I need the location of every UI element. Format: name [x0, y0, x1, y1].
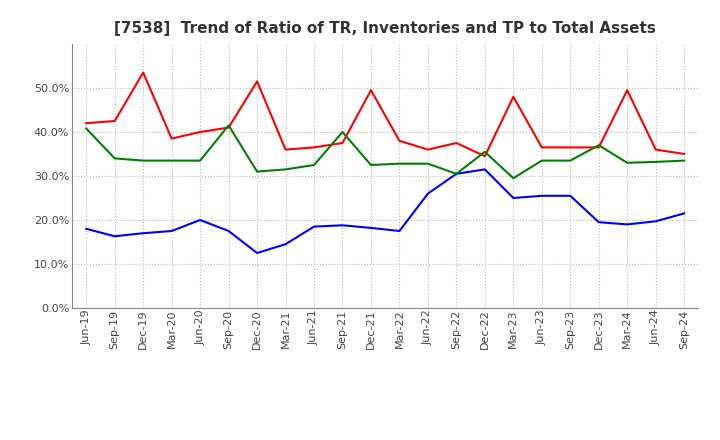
Inventories — [480, 167, 489, 172]
Inventories — [253, 250, 261, 256]
Trade Receivables — [452, 140, 461, 146]
Trade Payables — [509, 176, 518, 181]
Inventories — [537, 193, 546, 198]
Inventories — [139, 231, 148, 236]
Trade Payables — [82, 126, 91, 131]
Trade Payables — [680, 158, 688, 163]
Trade Payables — [139, 158, 148, 163]
Inventories — [196, 217, 204, 223]
Inventories — [225, 228, 233, 234]
Trade Receivables — [652, 147, 660, 152]
Inventories — [310, 224, 318, 229]
Trade Payables — [595, 143, 603, 148]
Trade Payables — [366, 162, 375, 168]
Trade Payables — [395, 161, 404, 166]
Title: [7538]  Trend of Ratio of TR, Inventories and TP to Total Assets: [7538] Trend of Ratio of TR, Inventories… — [114, 21, 656, 36]
Trade Payables — [196, 158, 204, 163]
Trade Receivables — [623, 88, 631, 93]
Trade Receivables — [110, 118, 119, 124]
Trade Receivables — [338, 140, 347, 146]
Inventories — [652, 219, 660, 224]
Trade Payables — [537, 158, 546, 163]
Inventories — [395, 228, 404, 234]
Trade Receivables — [253, 79, 261, 84]
Trade Receivables — [680, 151, 688, 157]
Trade Payables — [253, 169, 261, 174]
Trade Payables — [338, 129, 347, 135]
Inventories — [82, 226, 91, 231]
Inventories — [595, 220, 603, 225]
Trade Receivables — [167, 136, 176, 141]
Line: Trade Payables: Trade Payables — [86, 125, 684, 178]
Trade Payables — [282, 167, 290, 172]
Trade Receivables — [310, 145, 318, 150]
Inventories — [623, 222, 631, 227]
Trade Receivables — [595, 145, 603, 150]
Trade Payables — [480, 149, 489, 154]
Inventories — [509, 195, 518, 201]
Trade Receivables — [423, 147, 432, 152]
Line: Trade Receivables: Trade Receivables — [86, 73, 684, 156]
Inventories — [423, 191, 432, 196]
Inventories — [282, 242, 290, 247]
Trade Receivables — [480, 154, 489, 159]
Inventories — [167, 228, 176, 234]
Trade Receivables — [82, 121, 91, 126]
Trade Payables — [110, 156, 119, 161]
Inventories — [110, 234, 119, 239]
Trade Receivables — [366, 88, 375, 93]
Line: Inventories: Inventories — [86, 169, 684, 253]
Trade Receivables — [225, 125, 233, 130]
Trade Payables — [225, 123, 233, 128]
Inventories — [452, 171, 461, 176]
Trade Receivables — [509, 94, 518, 99]
Trade Payables — [652, 159, 660, 165]
Trade Payables — [452, 171, 461, 176]
Inventories — [680, 211, 688, 216]
Trade Receivables — [537, 145, 546, 150]
Trade Payables — [310, 162, 318, 168]
Trade Receivables — [282, 147, 290, 152]
Trade Receivables — [566, 145, 575, 150]
Trade Receivables — [395, 138, 404, 143]
Inventories — [566, 193, 575, 198]
Trade Payables — [623, 160, 631, 165]
Inventories — [338, 223, 347, 228]
Trade Receivables — [196, 129, 204, 135]
Trade Receivables — [139, 70, 148, 75]
Trade Payables — [566, 158, 575, 163]
Trade Payables — [423, 161, 432, 166]
Inventories — [366, 225, 375, 231]
Trade Payables — [167, 158, 176, 163]
